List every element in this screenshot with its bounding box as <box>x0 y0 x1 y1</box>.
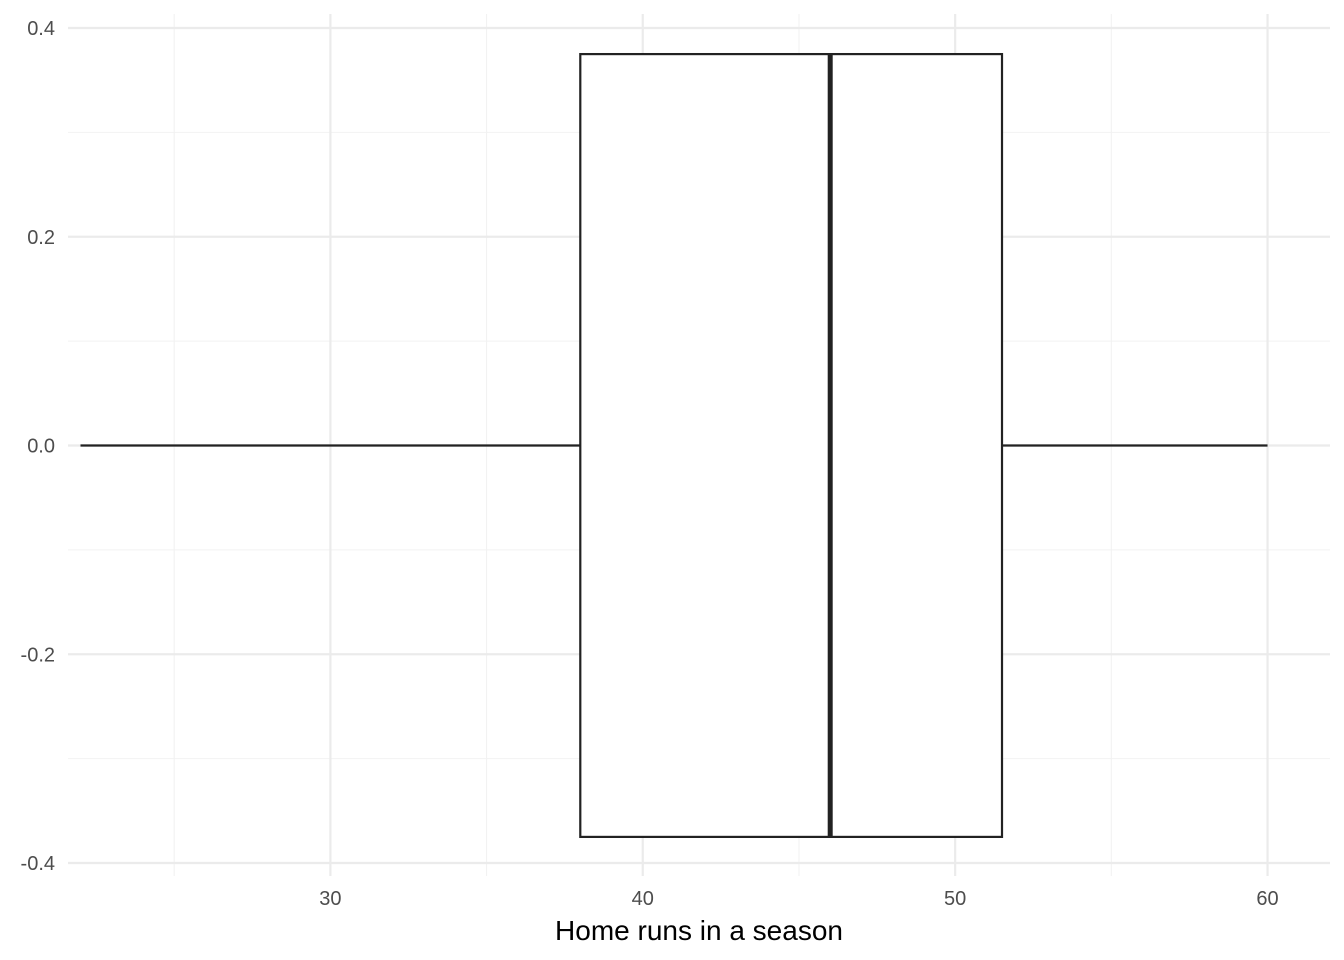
x-tick-label: 40 <box>632 888 654 910</box>
x-tick-label: 30 <box>319 888 341 910</box>
axis-tick-labels: 30 40 50 60 -0.4 -0.2 0.0 0.2 0.4 <box>21 18 1279 910</box>
x-axis-title: Home runs in a season <box>555 915 843 946</box>
y-tick-label: -0.4 <box>21 853 55 875</box>
y-tick-label: 0.0 <box>27 436 55 458</box>
x-tick-label: 50 <box>944 888 966 910</box>
boxplot <box>80 52 1268 839</box>
x-tick-label: 60 <box>1256 888 1278 910</box>
y-tick-label: -0.2 <box>21 644 55 666</box>
y-tick-label: 0.2 <box>27 227 55 249</box>
y-tick-label: 0.4 <box>27 18 55 40</box>
iqr-box <box>579 52 1004 839</box>
